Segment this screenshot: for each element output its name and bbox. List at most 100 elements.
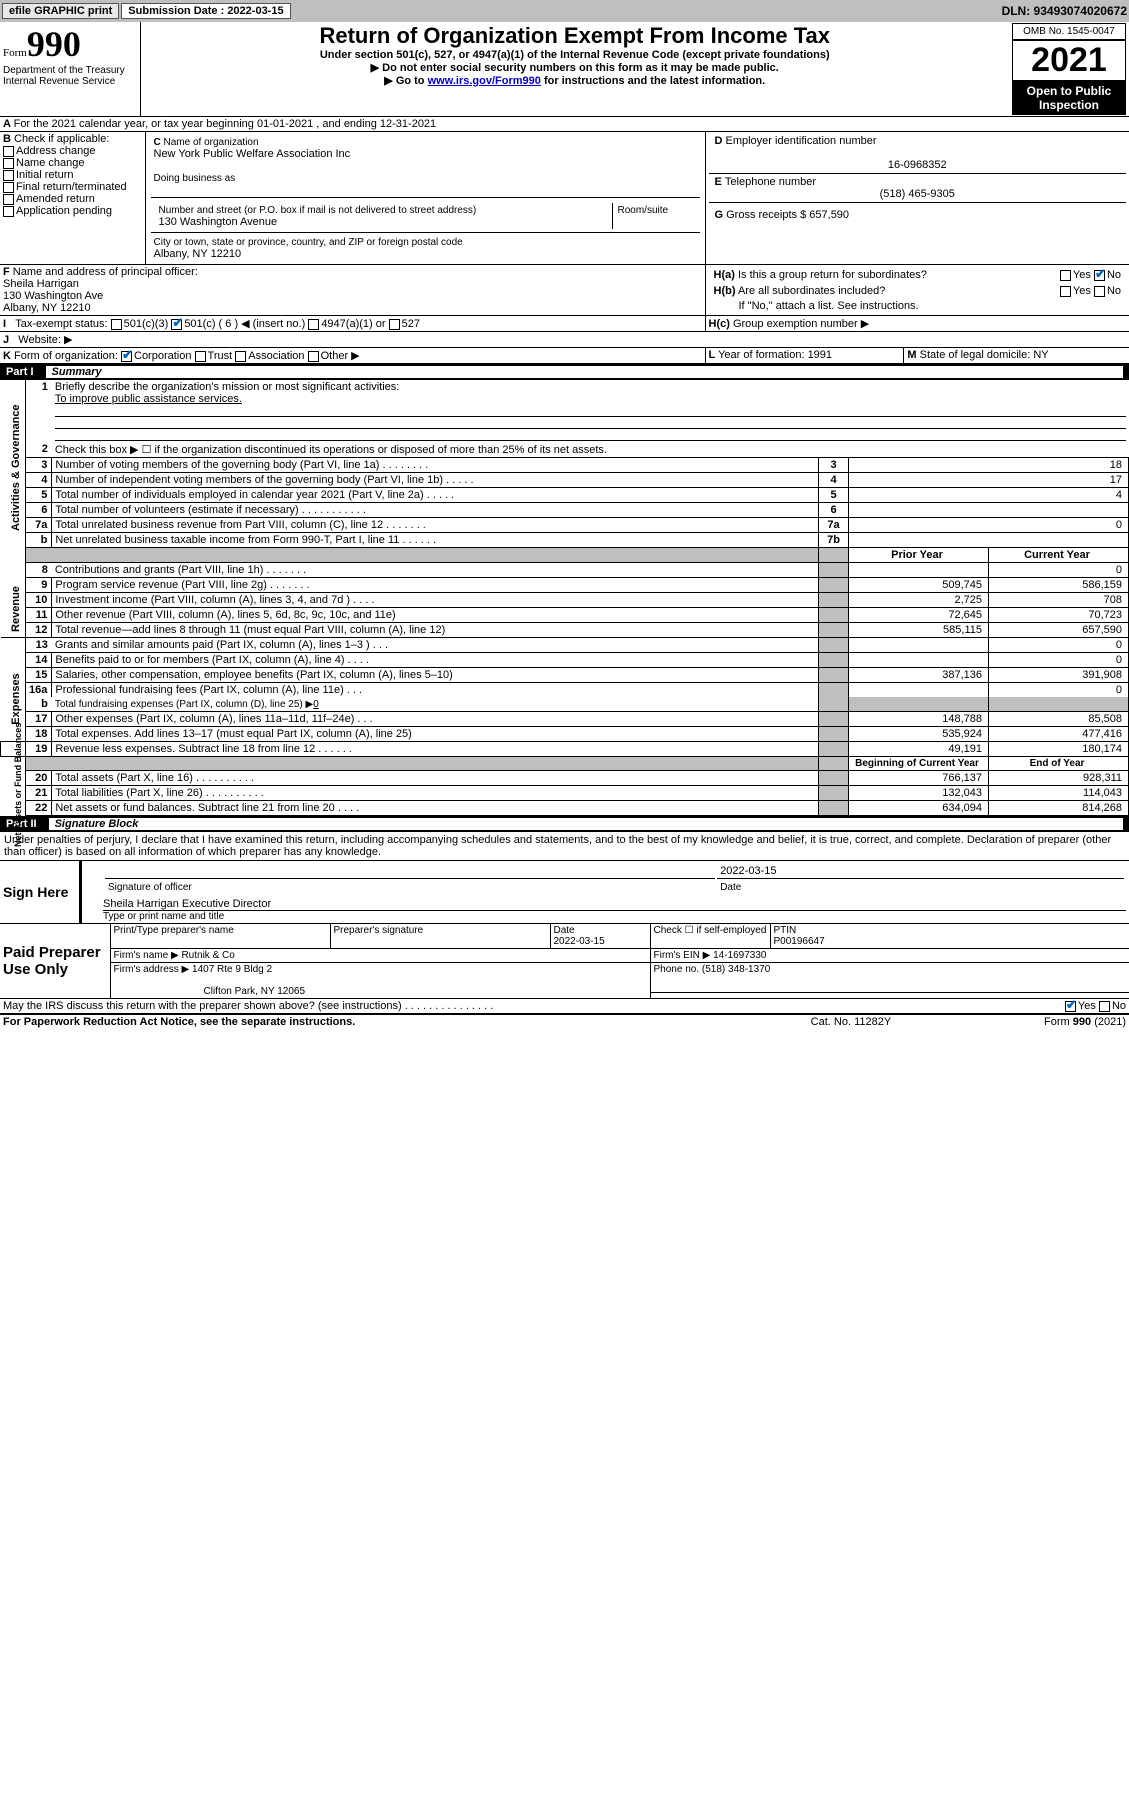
i-501c3[interactable] (111, 319, 122, 330)
l22-label: Net assets or fund balances. Subtract li… (55, 802, 334, 814)
officer-addr2: Albany, NY 12210 (3, 302, 91, 314)
l6-label: Total number of volunteers (estimate if … (55, 504, 298, 516)
p18: 535,924 (849, 727, 989, 742)
l4-label: Number of independent voting members of … (55, 474, 443, 486)
phone-value: (518) 465-9305 (715, 188, 1121, 200)
officer-name: Sheila Harrigan (3, 278, 79, 290)
current-year-header: Current Year (989, 548, 1129, 563)
p12: 585,115 (849, 623, 989, 638)
c21: 114,043 (989, 786, 1129, 801)
firm-ein-label: Firm's EIN ▶ (654, 950, 711, 961)
p13 (849, 638, 989, 653)
paperwork-notice: For Paperwork Reduction Act Notice, see … (0, 1015, 759, 1029)
k-other[interactable] (308, 351, 319, 362)
cb-initial-return[interactable] (3, 170, 14, 181)
l16b-val: 0 (313, 699, 319, 710)
phone-label: Telephone number (725, 176, 816, 188)
cb-name-change[interactable] (3, 158, 14, 169)
line-a: For the 2021 calendar year, or tax year … (14, 118, 437, 130)
officer-name-title: Sheila Harrigan Executive Director (103, 898, 1126, 911)
prep-date-label: Date (554, 925, 575, 936)
l7b-val (849, 533, 1129, 548)
m-label: State of legal domicile: (920, 349, 1031, 361)
hb-yes[interactable] (1060, 286, 1071, 297)
p16a (849, 683, 989, 698)
c17: 85,508 (989, 712, 1129, 727)
p17: 148,788 (849, 712, 989, 727)
dln-label: DLN: 93493074020672 (1002, 4, 1127, 18)
l6-val (849, 503, 1129, 518)
cb-final-return[interactable] (3, 182, 14, 193)
ha-no[interactable] (1094, 270, 1105, 281)
p20: 766,137 (849, 771, 989, 786)
c16a: 0 (989, 683, 1129, 698)
k-trust[interactable] (195, 351, 206, 362)
cb-app-pending[interactable] (3, 206, 14, 217)
prior-year-header: Prior Year (849, 548, 989, 563)
firm-phone-label: Phone no. (654, 964, 700, 975)
firm-name-label: Firm's name ▶ (114, 950, 179, 961)
addr-label: Number and street (or P.O. box if mail i… (159, 205, 477, 216)
city-label: City or town, state or province, country… (154, 237, 463, 248)
discuss-yes[interactable] (1065, 1001, 1076, 1012)
k-corp[interactable] (121, 351, 132, 362)
l7a-val: 0 (849, 518, 1129, 533)
ha-label: Is this a group return for subordinates? (738, 269, 927, 281)
c10: 708 (989, 593, 1129, 608)
hb-label: Are all subordinates included? (738, 285, 885, 297)
cb-amended[interactable] (3, 194, 14, 205)
end-year-header: End of Year (989, 757, 1129, 771)
firm-addr1: 1407 Rte 9 Bldg 2 (192, 964, 272, 975)
l8-label: Contributions and grants (Part VIII, lin… (55, 564, 264, 576)
l14-label: Benefits paid to or for members (Part IX… (55, 654, 344, 666)
discuss-no[interactable] (1099, 1001, 1110, 1012)
tax-year: 2021 (1012, 40, 1126, 81)
l5-label: Total number of individuals employed in … (55, 489, 423, 501)
submission-date: Submission Date : 2022-03-15 (121, 3, 290, 19)
part1-header: Part I Summary (0, 364, 1129, 380)
l-label: Year of formation: (718, 349, 804, 361)
ha-yes[interactable] (1060, 270, 1071, 281)
l3-label: Number of voting members of the governin… (55, 459, 379, 471)
hb-no[interactable] (1094, 286, 1105, 297)
f-label: Name and address of principal officer: (13, 266, 198, 278)
c14: 0 (989, 653, 1129, 668)
cb-address-change[interactable] (3, 146, 14, 157)
i-4947[interactable] (308, 319, 319, 330)
l13-label: Grants and similar amounts paid (Part IX… (55, 639, 370, 651)
i-label: Tax-exempt status: (15, 318, 107, 330)
p10: 2,725 (849, 593, 989, 608)
l3-val: 18 (849, 458, 1129, 473)
p8 (849, 563, 989, 578)
city-state-zip: Albany, NY 12210 (154, 248, 242, 260)
c15: 391,908 (989, 668, 1129, 683)
top-toolbar: efile GRAPHIC print Submission Date : 20… (0, 0, 1129, 22)
l1-value: To improve public assistance services. (55, 393, 242, 405)
l12-label: Total revenue—add lines 8 through 11 (mu… (55, 624, 445, 636)
i-501c[interactable] (171, 319, 182, 330)
k-assoc[interactable] (235, 351, 246, 362)
vlabel-net: Net Assets or Fund Balances (13, 737, 23, 847)
l10-label: Investment income (Part VIII, column (A)… (55, 594, 350, 606)
i-527[interactable] (389, 319, 400, 330)
cat-no: Cat. No. 11282Y (759, 1015, 942, 1029)
subtitle-1: Under section 501(c), 527, or 4947(a)(1)… (144, 49, 1007, 61)
l21-label: Total liabilities (Part X, line 26) (55, 787, 202, 799)
ptin-label: PTIN (774, 925, 797, 936)
efile-button[interactable]: efile GRAPHIC print (2, 3, 119, 19)
subtitle-2: ▶ Do not enter social security numbers o… (144, 61, 1007, 74)
p22: 634,094 (849, 801, 989, 816)
irs-link[interactable]: www.irs.gov/Form990 (428, 75, 541, 87)
subtitle-3: ▶ Go to www.irs.gov/Form990 for instruct… (144, 74, 1007, 87)
c19: 180,174 (989, 742, 1129, 757)
street-address: 130 Washington Avenue (159, 216, 278, 228)
hb-note: If "No," attach a list. See instructions… (709, 300, 1127, 312)
l16b-label: Total fundraising expenses (Part IX, col… (55, 699, 313, 710)
prep-date: 2022-03-15 (554, 936, 605, 947)
p14 (849, 653, 989, 668)
p15: 387,136 (849, 668, 989, 683)
l7b-label: Net unrelated business taxable income fr… (55, 534, 399, 546)
l15-label: Salaries, other compensation, employee b… (55, 669, 452, 681)
c-name-label: Name of organization (164, 137, 259, 148)
gross-receipts-label: Gross receipts $ (726, 209, 806, 221)
